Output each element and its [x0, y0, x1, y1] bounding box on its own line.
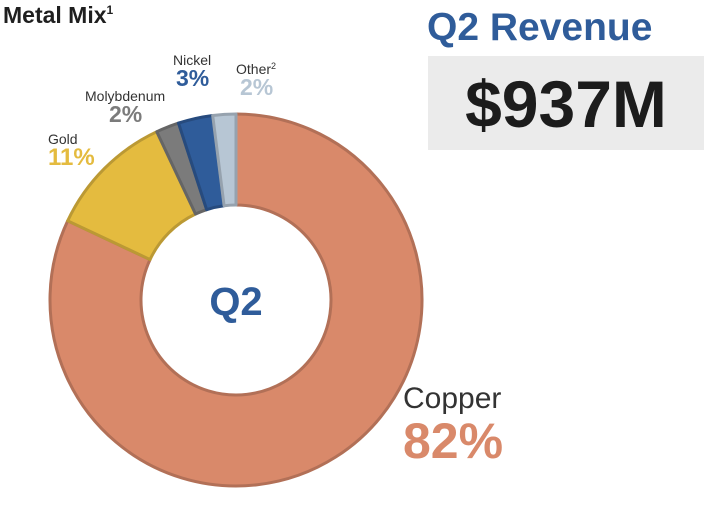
molybdenum-label: Molybdenum 2%: [85, 88, 166, 127]
gold-label: Gold 11%: [48, 131, 95, 171]
revenue-box: $937M: [428, 56, 704, 150]
slice-other: [211, 112, 238, 208]
chart-title: Metal Mix1: [3, 2, 114, 28]
slice-copper: [48, 112, 424, 488]
nickel-label: Nickel 3%: [173, 52, 212, 91]
center-label: Q2: [209, 280, 262, 324]
other-label: Other2 2%: [236, 61, 277, 100]
copper-label: Copper 82%: [403, 382, 504, 469]
revenue-value: $937M: [465, 67, 667, 141]
revenue-title: Q2 Revenue: [427, 6, 653, 49]
